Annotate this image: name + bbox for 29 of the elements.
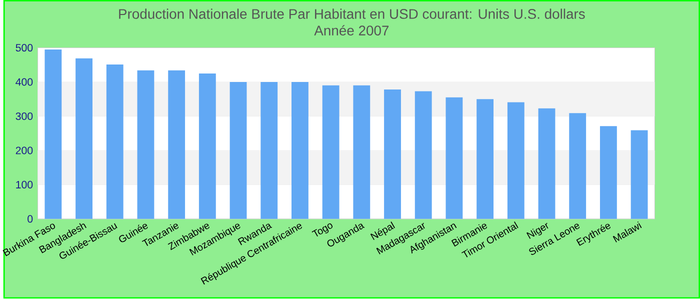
y-tick-label: 400	[16, 78, 33, 86]
bar	[322, 86, 340, 220]
bar	[414, 91, 432, 220]
bar	[230, 82, 247, 220]
bar	[600, 126, 617, 220]
bar	[507, 102, 524, 220]
bar	[76, 58, 92, 220]
bar	[292, 82, 308, 220]
bar	[44, 50, 62, 220]
chart-title: Production Nationale Brute Par Habitant en USD courant: Units U.S. dollars	[119, 8, 585, 20]
y-tick-label: 300	[16, 112, 33, 120]
bar	[260, 82, 278, 220]
chart-subtitle: Année 2007	[314, 25, 389, 36]
bar	[106, 64, 124, 220]
bar	[446, 98, 463, 220]
bar	[353, 86, 370, 220]
bar	[476, 99, 494, 220]
y-tick-label: 0	[28, 215, 33, 223]
bar	[168, 70, 186, 220]
bar	[569, 113, 586, 220]
y-tick-label: 500	[16, 44, 33, 52]
x-tick-label: Niger	[526, 223, 548, 240]
bar	[384, 90, 401, 220]
bar	[137, 70, 154, 220]
y-tick-label: 100	[16, 181, 33, 189]
bar	[198, 74, 216, 220]
bar	[538, 108, 556, 220]
bar	[630, 130, 648, 220]
y-tick-label: 200	[16, 146, 33, 154]
